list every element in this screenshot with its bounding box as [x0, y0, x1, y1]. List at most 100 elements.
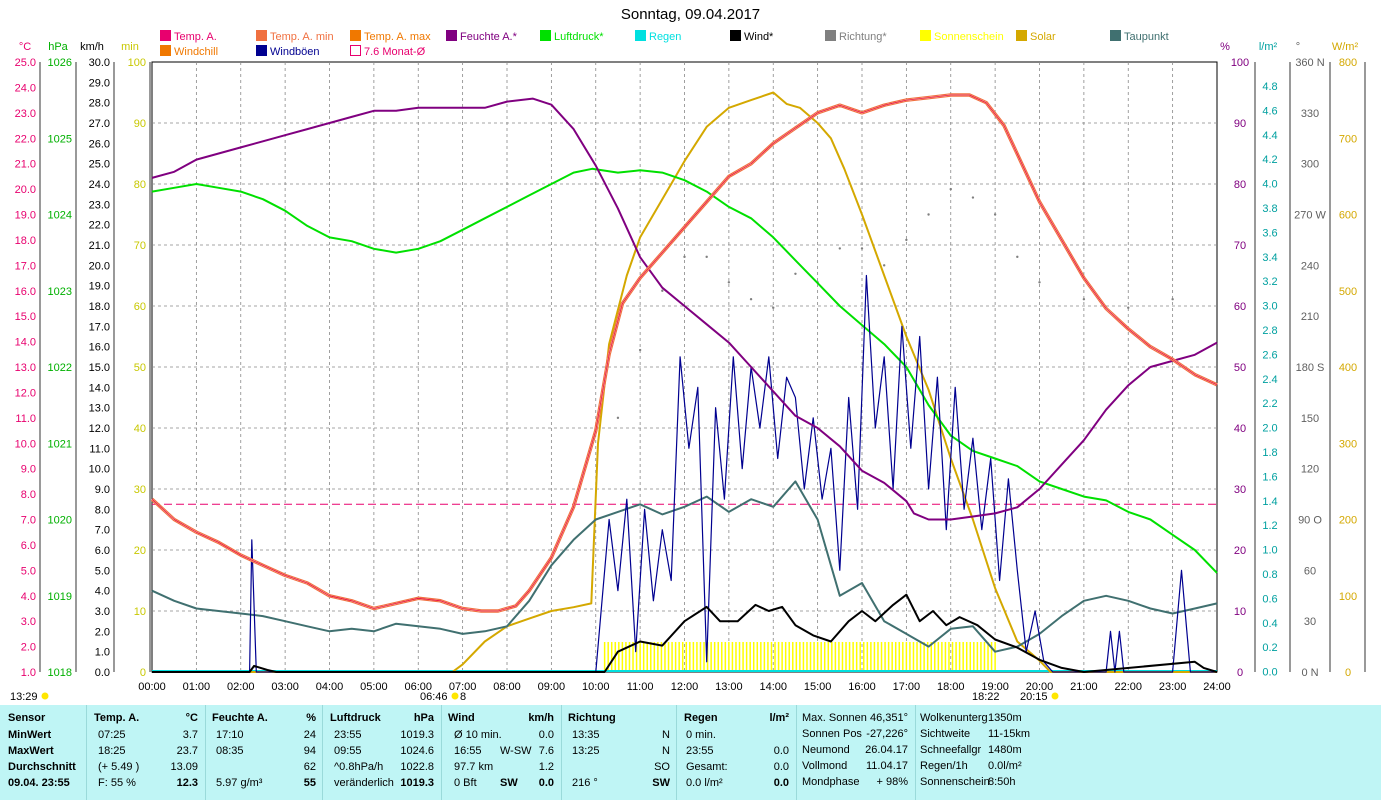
- humidity-time: 08:35: [216, 745, 244, 757]
- x-tick-label: 02:00: [227, 681, 255, 693]
- temp-tick-label: 11.0: [15, 413, 36, 425]
- rain-tick-label: 0.6: [1262, 593, 1277, 605]
- feuchte-a-line: [151, 97, 1218, 521]
- rain-tick-label: 3.8: [1262, 203, 1277, 215]
- direction-dot: [1038, 281, 1041, 284]
- direction-time: 13:25: [572, 745, 600, 757]
- minutes-tick-label: 60: [134, 301, 146, 313]
- legend-item: Wind*: [730, 30, 773, 43]
- x-tick-label: 03:00: [271, 681, 299, 693]
- temp-tick-label: 15.0: [15, 311, 36, 323]
- rain-value: 0.0: [773, 745, 789, 757]
- humidity-time: 17:10: [216, 729, 244, 741]
- legend-label: Temp. A.: [174, 31, 217, 43]
- legend-item: Solar: [1016, 30, 1056, 43]
- wind-tick-label: 7.0: [95, 525, 110, 537]
- direction-axis-unit: °: [1296, 41, 1300, 53]
- direction-tick-label: 120: [1301, 464, 1319, 476]
- wind-tick-label: 13.0: [89, 403, 110, 415]
- direction-dot: [705, 255, 708, 259]
- sunshine-total-label: 13:29: [10, 691, 38, 703]
- legend-label: Taupunkt: [1124, 31, 1169, 43]
- rain-tick-label: 3.2: [1262, 276, 1277, 288]
- rain-time: 23:55: [686, 745, 714, 757]
- wind-tick-label: 1.0: [95, 647, 110, 659]
- pressure-time: veränderlich: [334, 777, 394, 789]
- x-tick-label: 11:00: [627, 681, 654, 693]
- minutes-tick-label: 30: [134, 484, 146, 496]
- summary-panel: Sensor MinWert MaxWert Durchschnitt 09.04. 2…: [0, 705, 1381, 800]
- legend-item: Richtung*: [825, 30, 887, 43]
- sunrise-icon: [451, 692, 459, 700]
- direction-time: 13:35: [572, 729, 600, 741]
- solar-tick-label: 100: [1339, 591, 1357, 603]
- wind-tick-label: 24.0: [89, 179, 110, 191]
- legend-label: Solar: [1030, 31, 1056, 43]
- direction-tick-label: 300: [1301, 159, 1319, 171]
- temp-tick-label: 19.0: [15, 210, 36, 222]
- sun-icon: [41, 692, 49, 700]
- solar-tick-label: 700: [1339, 133, 1357, 145]
- temp-tick-label: 24.0: [15, 82, 36, 94]
- pressure-tick-label: 1020: [48, 515, 72, 527]
- solar-tick-label: 400: [1339, 362, 1357, 374]
- rain-value: 0.0: [773, 777, 789, 789]
- temp-tick-label: 7.0: [21, 515, 36, 527]
- panel-divider: [441, 705, 442, 800]
- minutes-tick-label: 20: [134, 545, 146, 557]
- pressure-axis-unit: hPa: [48, 41, 68, 53]
- direction-tick-label: 330: [1301, 108, 1319, 120]
- x-tick-label: 04:00: [316, 681, 344, 693]
- x-tick-label: 07:00: [449, 681, 477, 693]
- humidity-unit: %: [306, 712, 316, 724]
- wind-tick-label: 17.0: [89, 321, 110, 333]
- astro-value: 26.04.17: [865, 744, 908, 756]
- temp-line: [151, 94, 1218, 612]
- pressure-time: ^0.8hPa/h: [334, 761, 384, 773]
- direction-tick-label: 180 S: [1296, 362, 1325, 374]
- wind-tick-label: 4.0: [95, 586, 110, 598]
- x-tick-label: 19:00: [981, 681, 1009, 693]
- rain-tick-label: 0.4: [1262, 618, 1277, 630]
- wind-tick-label: 23.0: [89, 199, 110, 211]
- wind-direction: W-SW: [500, 745, 532, 757]
- x-tick-label: 06:00: [404, 681, 432, 693]
- legend-swatch: [540, 30, 551, 41]
- weather-value: 11-15km: [988, 728, 1030, 740]
- legend-item: Temp. A. min: [256, 30, 334, 43]
- direction-dot: [727, 281, 731, 284]
- direction-tick-label: 90 O: [1298, 515, 1322, 527]
- legend-swatch: [350, 45, 361, 56]
- rain-tick-label: 1.6: [1262, 471, 1277, 483]
- legend-swatch: [256, 45, 267, 56]
- windb-en-line: [152, 274, 1217, 673]
- direction-dot: [905, 238, 908, 242]
- panel-divider: [561, 705, 562, 800]
- sunrise-label: 06:46: [420, 691, 448, 703]
- wind-tick-label: 14.0: [89, 382, 110, 394]
- astro-value: -27,226°: [866, 728, 908, 740]
- panel-divider: [676, 705, 677, 800]
- x-tick-label: 08:00: [493, 681, 521, 693]
- temp-unit: °C: [185, 712, 198, 724]
- rain-tick-label: 2.2: [1262, 398, 1277, 410]
- wind-value: 1.2: [538, 761, 554, 773]
- temp-value: 13.09: [170, 761, 198, 773]
- legend-item: 7.6 Monat-Ø: [350, 45, 425, 58]
- temp-tick-label: 13.0: [15, 362, 36, 374]
- humidity-tick-label: 90: [1234, 118, 1246, 130]
- direction-dot: [794, 272, 797, 276]
- rain-axis-unit: l/m²: [1259, 41, 1278, 53]
- temp-tick-label: 10.0: [15, 438, 36, 450]
- panel-divider: [86, 705, 87, 800]
- wind-tick-label: 3.0: [95, 606, 110, 618]
- direction-tick-label: 270 W: [1294, 210, 1326, 222]
- legend-swatch: [160, 45, 171, 56]
- solar-tick-label: 0: [1345, 667, 1351, 679]
- rain-tick-label: 3.6: [1262, 227, 1277, 239]
- temp-tick-label: 18.0: [15, 235, 36, 247]
- legend-item: Windböen: [256, 45, 320, 58]
- direction-tick-label: 30: [1304, 616, 1316, 628]
- minutes-tick-label: 10: [134, 606, 146, 618]
- rain-tick-label: 1.8: [1262, 447, 1277, 459]
